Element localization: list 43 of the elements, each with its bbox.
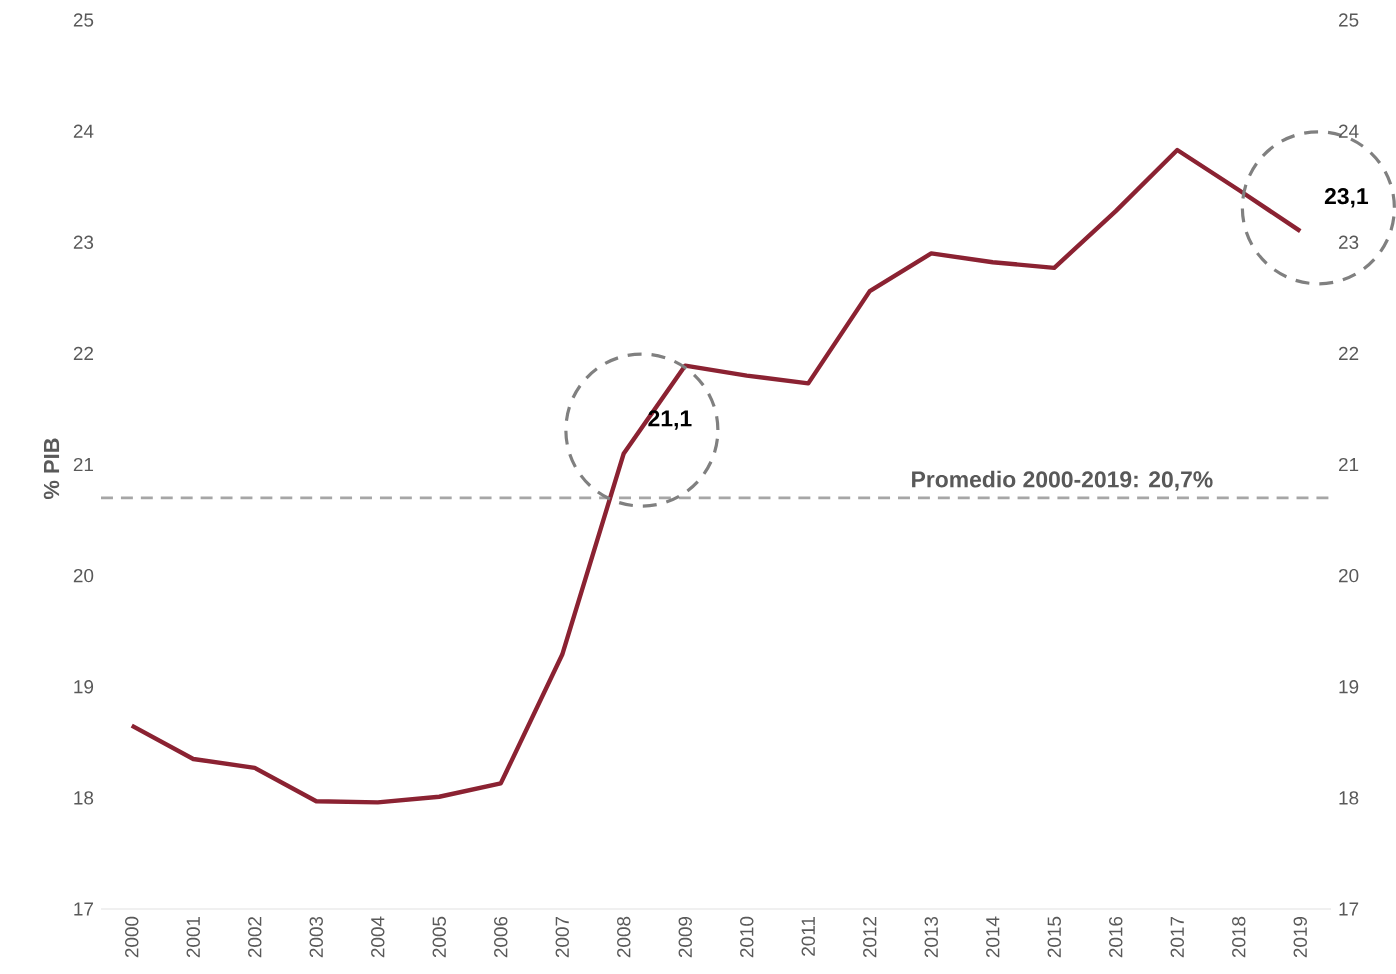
x-tick-label: 2002: [248, 916, 262, 958]
y2-tick-label: 22: [1338, 346, 1359, 360]
y-tick-label: 21: [73, 457, 94, 472]
line-series: [129, 147, 1303, 805]
x-tick-label: 2015: [1047, 916, 1061, 958]
y2-tick-label: 25: [1338, 13, 1359, 27]
y-tick-label: 24: [73, 124, 94, 138]
y-tick-label: 20: [73, 568, 94, 583]
x-tick-label: 2016: [1109, 916, 1123, 958]
y2-tick-label: 24: [1338, 124, 1359, 138]
x-tick-label: 2001: [186, 916, 200, 958]
x-tick-label: 2009: [678, 916, 692, 958]
x-tick-label: 2019: [1293, 916, 1307, 958]
y-axis-title: % PIB: [43, 438, 60, 500]
annotation: 23,1: [1324, 188, 1369, 208]
y-tick-label: 17: [74, 902, 94, 916]
y2-tick-label: 18: [1339, 791, 1359, 805]
y-tick-label: 22: [73, 346, 94, 360]
x-tick-label: 2010: [740, 916, 754, 958]
y2-tick-label: 19: [1339, 680, 1359, 694]
y2-tick-label: 20: [1338, 568, 1359, 583]
x-tick-label: 2011: [801, 916, 815, 956]
x-tick-label: 2003: [309, 916, 323, 958]
x-tick-label: 2006: [494, 916, 508, 958]
y2-tick-label: 21: [1338, 457, 1359, 472]
y-tick-label: 19: [74, 680, 94, 694]
x-tick-label: 2014: [986, 916, 1000, 958]
y2-tick-label: 17: [1339, 902, 1359, 916]
x-tick-label: 2017: [1170, 916, 1184, 958]
y-tick-label: 25: [73, 13, 94, 27]
x-tick-label: 2007: [555, 916, 569, 958]
x-tick-label: 2000: [125, 916, 139, 958]
x-tick-label: 2005: [432, 916, 446, 958]
ref-line-label: Promedio 2000-2019: 20,7%: [912, 470, 1213, 491]
annotation: 21,1: [648, 410, 692, 430]
y-tick-label: 23: [73, 235, 94, 249]
x-tick-label: 2012: [863, 916, 877, 958]
y2-tick-label: 23: [1338, 235, 1359, 249]
x-tick-label: 2013: [924, 916, 938, 958]
x-tick-label: 2008: [617, 916, 631, 958]
x-tick-label: 2018: [1232, 916, 1246, 958]
x-tick-label: 2004: [371, 916, 385, 958]
y-tick-label: 18: [74, 791, 94, 805]
